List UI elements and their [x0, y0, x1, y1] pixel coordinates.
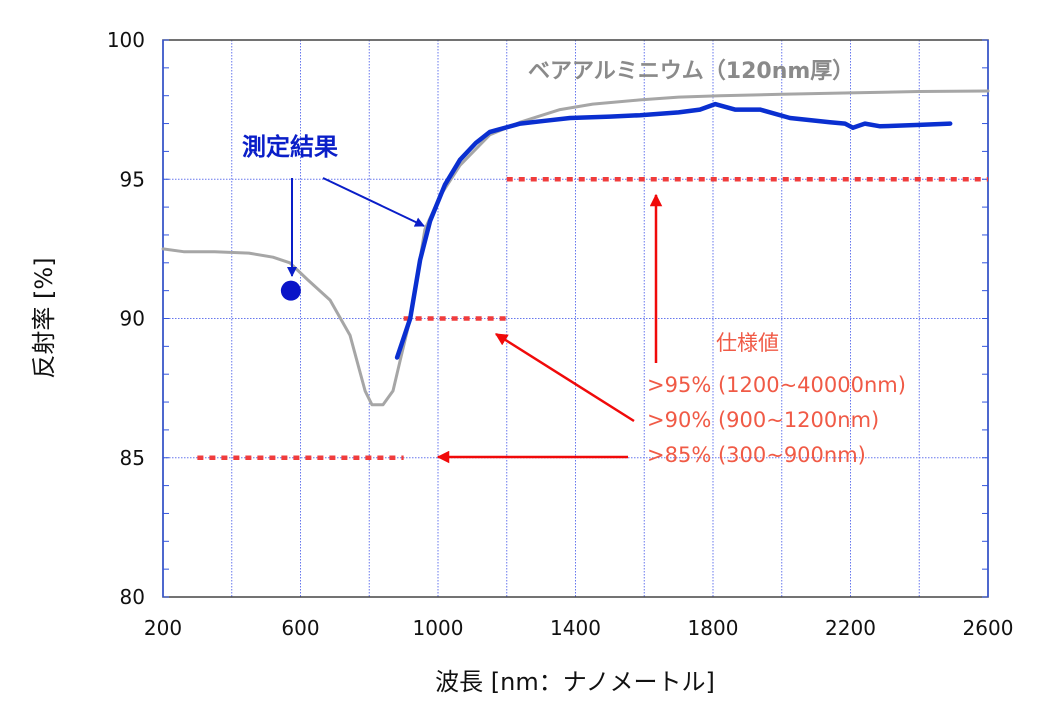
x-tick-label: 2200 — [825, 616, 876, 640]
y-tick-label: 85 — [120, 446, 145, 470]
measured-label: 測定結果 — [242, 133, 338, 161]
x-tick-label: 2600 — [963, 616, 1014, 640]
x-tick-label: 200 — [144, 616, 182, 640]
spec-title: 仕様値 — [716, 331, 779, 355]
measured-series-line — [394, 101, 953, 360]
x-tick-label: 1800 — [688, 616, 739, 640]
x-tick-label: 1000 — [413, 616, 464, 640]
measured-arrow-curve — [322, 177, 425, 227]
measured-point — [280, 280, 301, 301]
spec-90-arrow — [494, 332, 635, 423]
y-tick-label: 90 — [120, 307, 145, 331]
x-axis-title: 波長 [nm：ナノメートル] — [435, 668, 715, 696]
x-tick-label: 600 — [281, 616, 319, 640]
y-tick-label: 100 — [107, 28, 145, 52]
spec-85-label: >85% (300~900nm) — [647, 443, 866, 467]
y-axis-title: 反射率 [%] — [30, 257, 58, 378]
bare-al-label: ベアアルミニウム（120nm厚） — [528, 59, 854, 84]
spec-95-label: >95% (1200~40000nm) — [647, 373, 906, 397]
spec-90-label: >90% (900~1200nm) — [647, 408, 879, 432]
y-tick-label: 80 — [120, 585, 145, 609]
ticks: 200 600 1000 1400 1800 2200 2600 80 85 90 95 100 — [107, 28, 1014, 640]
y-tick-label: 95 — [120, 167, 145, 191]
spec-lines — [197, 177, 988, 460]
series — [161, 89, 990, 407]
x-tick-label: 1400 — [550, 616, 601, 640]
